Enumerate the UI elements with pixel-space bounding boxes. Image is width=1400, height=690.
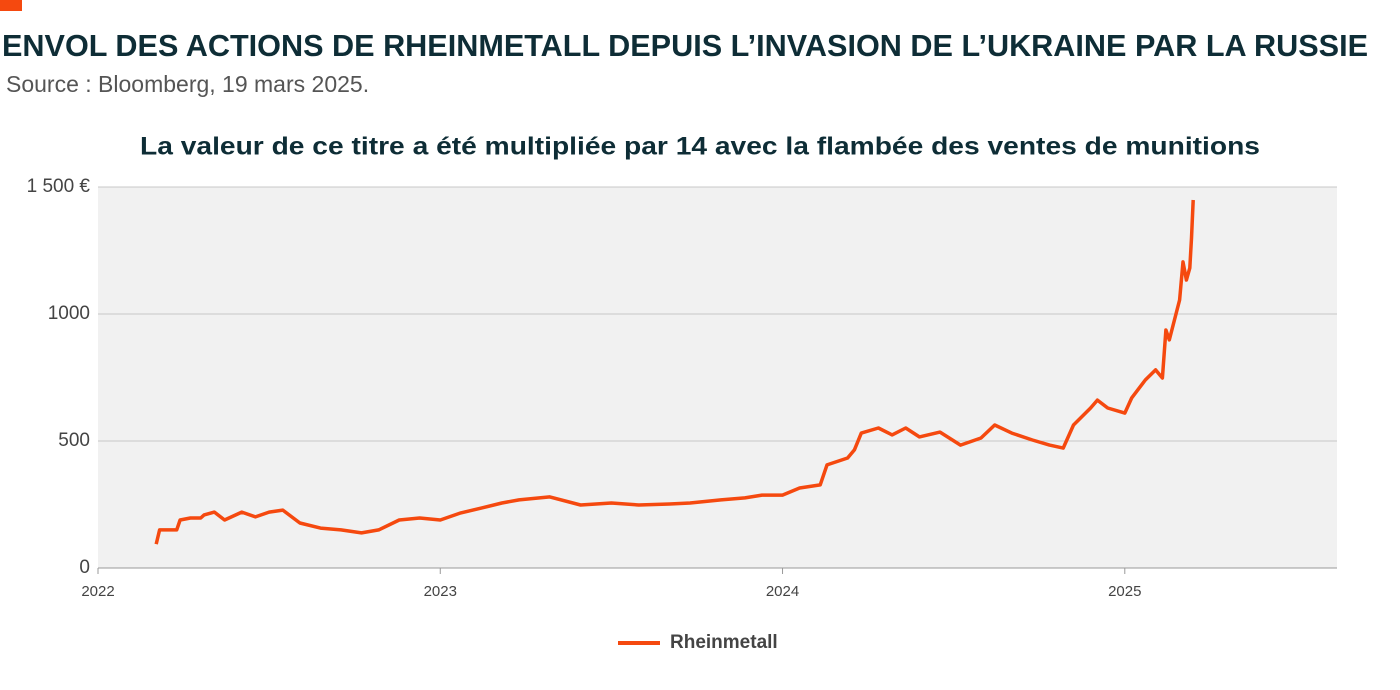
plot-area bbox=[98, 187, 1337, 568]
accent bbox=[0, 0, 22, 11]
y-tick-label: 1 500 € bbox=[27, 176, 91, 197]
x-tick-label: 2022 bbox=[81, 583, 114, 600]
subtitle: Source : Bloomberg, 19 mars 2025. bbox=[6, 71, 369, 97]
title: ENVOL DES ACTIONS DE RHEINMETALL DEPUIS … bbox=[2, 28, 1368, 63]
legend-label: Rheinmetall bbox=[670, 632, 778, 653]
x-tick-label: 2024 bbox=[766, 583, 799, 600]
line bbox=[154, 199, 1195, 545]
x-tick-label: 2023 bbox=[424, 583, 457, 600]
chart-title: La valeur de ce titre a été multipliée p… bbox=[140, 133, 1260, 161]
y-tick-label: 0 bbox=[79, 557, 90, 578]
y-tick-label: 500 bbox=[58, 430, 90, 451]
x-tick-label: 2025 bbox=[1108, 583, 1141, 600]
y-tick-label: 1000 bbox=[48, 303, 90, 324]
